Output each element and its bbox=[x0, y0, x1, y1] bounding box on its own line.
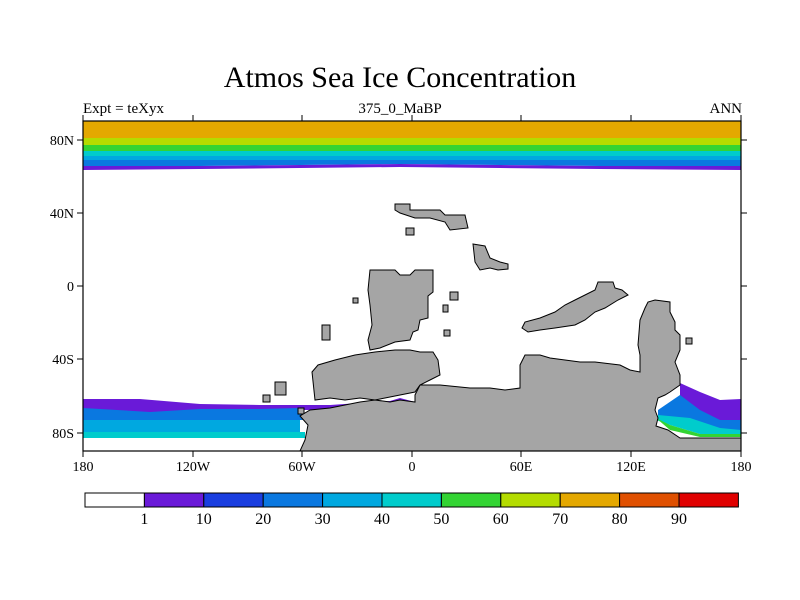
colorbar-swatch bbox=[381, 492, 442, 508]
landmass-island-2 bbox=[449, 291, 459, 301]
season-label: ANN bbox=[709, 101, 743, 117]
ice-band-40-50 bbox=[83, 156, 741, 160]
colorbar-swatch bbox=[143, 492, 205, 508]
landmass-island-5 bbox=[321, 324, 331, 341]
y-tick-80s: 80S bbox=[52, 427, 74, 442]
ice-band-60-70 bbox=[83, 145, 741, 151]
map-plot-area bbox=[83, 121, 741, 451]
landmass-island-4 bbox=[352, 297, 359, 304]
landmass-central-1 bbox=[367, 269, 434, 351]
landmass-island-6 bbox=[443, 329, 451, 337]
landmass-southern-coast bbox=[311, 349, 441, 401]
y-tick-0: 0 bbox=[67, 280, 74, 295]
colorbar-label: 40 bbox=[374, 511, 390, 528]
y-tick-40s: 40S bbox=[52, 353, 74, 368]
landmass-island-7 bbox=[685, 337, 693, 345]
x-tick-60w: 60W bbox=[288, 460, 316, 475]
colorbar-swatch bbox=[559, 492, 621, 508]
x-tick-180e: 180 bbox=[731, 460, 752, 475]
period-label: 375_0_MaBP bbox=[358, 101, 442, 117]
colorbar-label: 1 bbox=[140, 511, 148, 528]
landmass-island-9 bbox=[262, 394, 271, 403]
landmass-island-8 bbox=[274, 381, 287, 396]
colorbar-swatch bbox=[440, 492, 502, 508]
land-masses bbox=[262, 203, 741, 451]
y-tick-40n: 40N bbox=[50, 207, 74, 222]
landmass-north-1 bbox=[394, 203, 469, 231]
colorbar-swatch bbox=[678, 492, 739, 508]
landmass-antarctica bbox=[299, 299, 741, 451]
antarctic-sea-ice-west bbox=[83, 398, 415, 438]
y-axis-labels: 80N 40N 0 40S 80S bbox=[50, 134, 74, 442]
landmass-island-1 bbox=[405, 227, 415, 236]
colorbar-label: 60 bbox=[493, 511, 509, 528]
arctic-sea-ice bbox=[83, 121, 741, 170]
colorbar-swatch bbox=[203, 492, 264, 508]
map-title: Atmos Sea Ice Concentration bbox=[223, 61, 577, 94]
x-tick-120w: 120W bbox=[176, 460, 211, 475]
landmass-north-2 bbox=[472, 243, 509, 271]
y-tick-80n: 80N bbox=[50, 134, 74, 149]
x-tick-120e: 120E bbox=[616, 460, 646, 475]
colorbar-label: 90 bbox=[671, 511, 687, 528]
colorbar-label: 80 bbox=[612, 511, 628, 528]
colorbar-swatch bbox=[262, 492, 324, 508]
colorbar-label: 50 bbox=[433, 511, 449, 528]
ice-band-1-10 bbox=[83, 164, 741, 170]
colorbar-swatch bbox=[84, 492, 145, 508]
x-tick-180w: 180 bbox=[73, 460, 94, 475]
ice-band-80-90 bbox=[83, 121, 741, 138]
experiment-label: Expt = teXyx bbox=[83, 101, 164, 117]
ice-band-50-60 bbox=[83, 151, 741, 156]
ice-band-30-40 bbox=[83, 160, 741, 166]
colorbar-label: 70 bbox=[552, 511, 568, 528]
x-axis-labels: 180 120W 60W 0 60E 120E 180 bbox=[73, 460, 752, 475]
colorbar: 1 10 20 30 40 50 60 70 80 90 bbox=[84, 492, 739, 528]
landmass-island-10 bbox=[297, 407, 305, 415]
colorbar-label: 10 bbox=[196, 511, 212, 528]
x-tick-0: 0 bbox=[409, 460, 416, 475]
colorbar-label: 30 bbox=[315, 511, 331, 528]
landmass-island-3 bbox=[442, 304, 449, 313]
ice-band-70-80 bbox=[83, 138, 741, 145]
colorbar-label: 20 bbox=[255, 511, 271, 528]
antarctic-sea-ice-east bbox=[656, 383, 741, 437]
colorbar-swatch bbox=[500, 492, 561, 508]
axis-ticks bbox=[77, 115, 747, 457]
colorbar-swatch bbox=[619, 492, 680, 508]
x-tick-60e: 60E bbox=[510, 460, 533, 475]
colorbar-swatch bbox=[322, 492, 383, 508]
landmass-central-2 bbox=[521, 281, 629, 333]
